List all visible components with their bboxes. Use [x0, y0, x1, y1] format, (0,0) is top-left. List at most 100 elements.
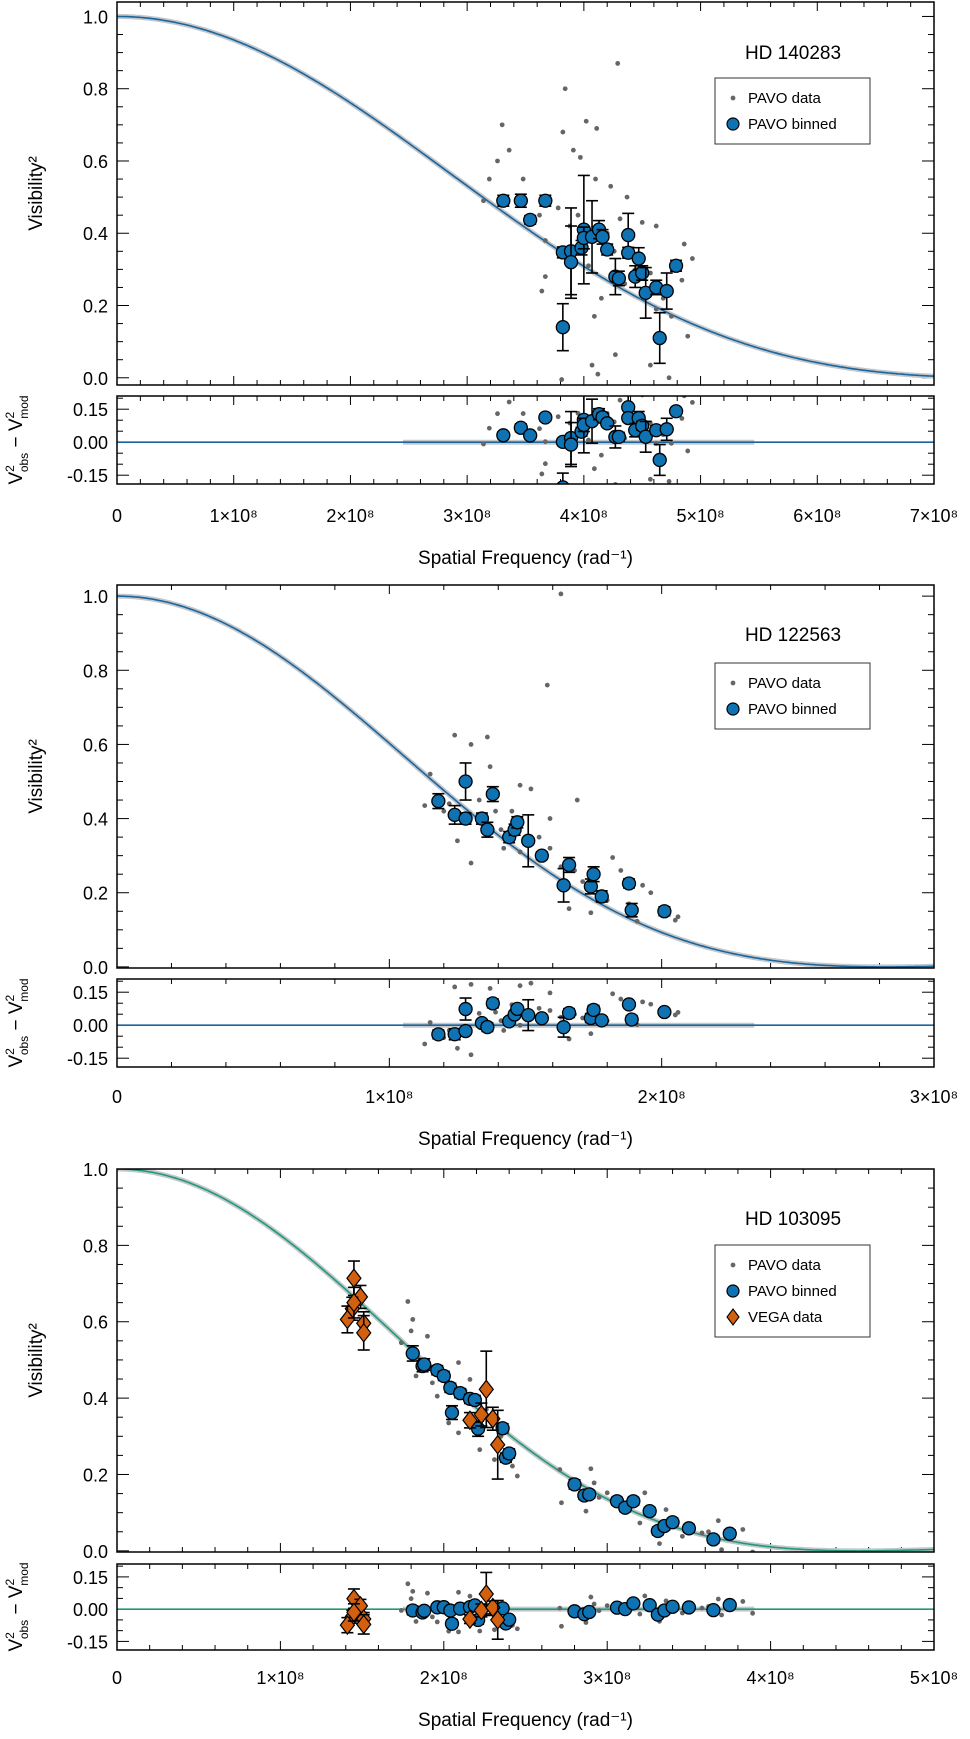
pavo-binned-point [621, 227, 636, 243]
pavo-data-residual-point [647, 476, 653, 482]
y-axis-title: Visibility² [26, 739, 47, 814]
pavo-binned-point [485, 786, 500, 802]
pavo-data-point [740, 1527, 746, 1532]
vega-data-point [478, 1379, 495, 1400]
pavo-binned-point [496, 193, 511, 208]
pavo-binned-point [467, 1392, 482, 1408]
pavo-binned-residual-point [626, 1596, 641, 1611]
pavo-data-residual-point [410, 1588, 416, 1594]
pavo-data-residual-point [596, 1608, 602, 1614]
y-tick-label: 0.0 [83, 369, 108, 389]
pavo-data-point [422, 803, 428, 809]
pavo-data-point [596, 1494, 602, 1500]
model-uncertainty-band [117, 593, 934, 968]
pavo-data-residual-point [666, 479, 672, 484]
pavo-data-point [493, 808, 498, 814]
legend-label: PAVO binned [748, 701, 837, 718]
residual-y-axis-title-part: V [6, 1639, 27, 1652]
resid-y-tick-label: 0.15 [73, 983, 108, 1003]
pavo-data-point [663, 1507, 669, 1513]
pavo-binned-point [595, 229, 610, 245]
pavo-data-residual-point [514, 1626, 520, 1632]
pavo-data-residual-point [615, 304, 620, 309]
pavo-binned-residual-point [563, 437, 579, 452]
pavo-binned-point [523, 212, 538, 228]
pavo-data-residual-point [537, 426, 542, 432]
pavo-data-point [542, 238, 548, 243]
pavo-binned-residual-point [513, 420, 528, 435]
pavo-binned-point [555, 320, 570, 335]
pavo-data-point [617, 216, 623, 222]
pavo-data-point [413, 1373, 419, 1379]
pavo-binned-point [631, 251, 646, 266]
pavo-data-point [544, 682, 550, 688]
pavo-data-residual-point [555, 414, 561, 420]
residual-group [117, 304, 934, 484]
legend-pavo-binned-marker [726, 702, 740, 716]
pavo-binned-residual-point [706, 1603, 721, 1618]
x-axis-title: Spatial Frequency (rad⁻¹) [418, 548, 633, 569]
residual-y-axis-title-part: obs [17, 453, 31, 472]
residual-y-axis-title-part: 2 [3, 411, 17, 418]
pavo-binned-point [538, 193, 553, 208]
pavo-data-point [668, 313, 674, 319]
residual-y-axis-title-part: − V [6, 1001, 27, 1036]
resid-y-tick-label: 0.15 [73, 400, 108, 420]
pavo-binned-residual-point [523, 428, 538, 443]
pavo-data-point [501, 845, 507, 851]
pavo-data-point [539, 288, 545, 294]
legend-label: PAVO data [748, 1257, 821, 1274]
pavo-data-point [637, 1520, 643, 1526]
pavo-binned-residual-point [496, 428, 511, 443]
pavo-binned-residual-point [665, 1599, 680, 1614]
pavo-binned-residual-point [431, 1027, 446, 1042]
pavo-data-point [542, 274, 548, 280]
pavo-data-point [468, 742, 474, 747]
pavo-data-point [467, 1377, 473, 1382]
pavo-binned-residual-point [510, 1001, 525, 1017]
pavo-binned-point [444, 1405, 460, 1420]
pavo-data-point [481, 198, 486, 204]
panel-1: 0 1×10⁸ 2×10⁸ 3×10⁸ 4×10⁸ 5×10⁸ 6×10⁸ 7×10⁸0.00… [3, 1, 958, 569]
pavo-binned-residual-point [561, 1005, 577, 1021]
vega-data-point [473, 1404, 490, 1425]
pavo-data-residual-point [598, 452, 604, 458]
pavo-binned-point [600, 242, 615, 257]
pavo-data-residual-point [539, 471, 545, 477]
pavo-data-residual-point [560, 366, 565, 371]
pavo-data-residual-point [467, 1593, 473, 1599]
pavo-binned-point [582, 1487, 597, 1502]
axis-ticks [116, 585, 934, 1067]
pavo-data-residual-point [485, 970, 490, 975]
pavo-data-point [598, 295, 604, 301]
pavo-data-point [594, 126, 600, 131]
pavo-binned-point [561, 857, 577, 873]
residual-y-axis-title: V2obs − V2mod [3, 1562, 31, 1651]
x-tick-label: 5×10⁸ [910, 1668, 958, 1688]
pavo-data-point [557, 1467, 563, 1472]
residual-y-axis-title-part: 2 [3, 1632, 17, 1639]
pavo-binned-residual-point [621, 997, 637, 1012]
vega-data-point [339, 1309, 356, 1330]
pavo-binned-point [635, 265, 650, 281]
y-axis-title: Visibility² [26, 1323, 47, 1398]
residual-y-axis-title-part: 2 [3, 1578, 17, 1585]
pavo-binned-residual-point [538, 410, 553, 425]
pavo-data-residual-point [640, 999, 646, 1005]
x-tick-label: 7×10⁸ [910, 506, 958, 526]
pavo-binned-point [611, 271, 627, 286]
pavo-data-residual-point [476, 1010, 482, 1016]
pavo-data-residual-point [405, 1581, 411, 1587]
pavo-data-point [468, 860, 474, 866]
pavo-binned-residual-point [638, 429, 653, 444]
pavo-data-residual-point [559, 853, 564, 858]
residual-group [117, 853, 934, 1058]
y-tick-label: 1.0 [83, 7, 108, 27]
y-tick-label: 0.0 [83, 958, 108, 978]
pavo-binned-point [665, 1515, 680, 1530]
pavo-data-residual-point [452, 984, 458, 990]
pavo-binned-residual-point [681, 1600, 697, 1615]
pavo-data-point [666, 375, 672, 381]
pavo-binned-residual-point [556, 480, 570, 484]
